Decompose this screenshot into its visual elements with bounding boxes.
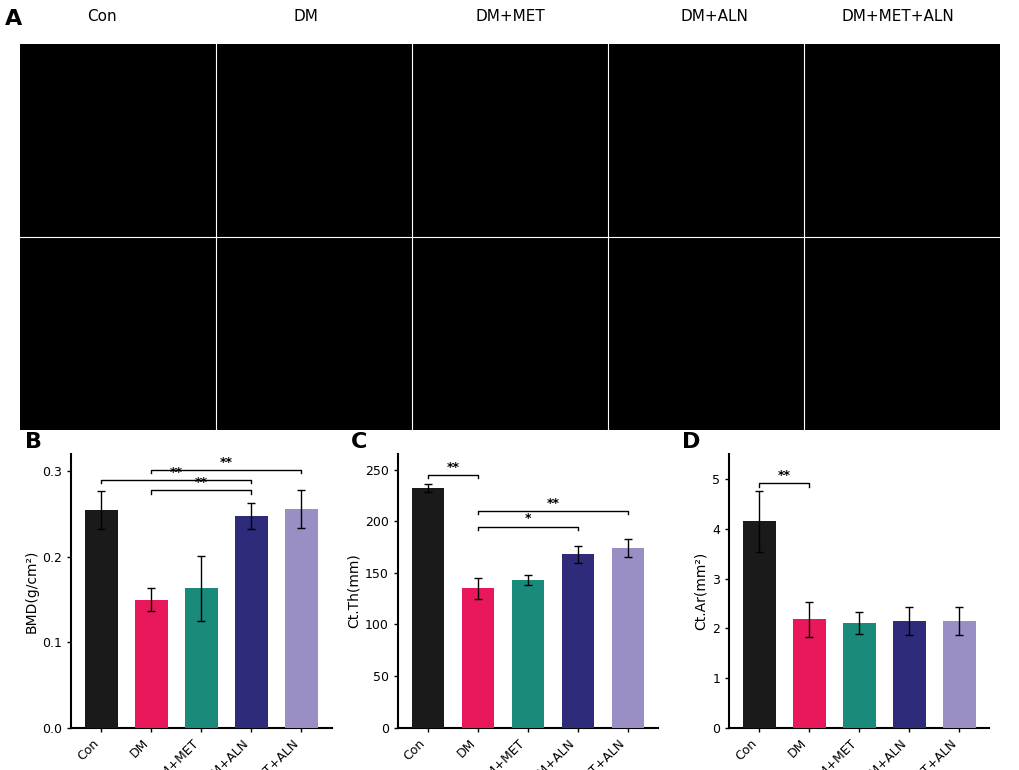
Text: **: **: [546, 497, 558, 510]
Bar: [512, 580, 543, 728]
Bar: [235, 516, 267, 728]
Text: D: D: [682, 433, 700, 453]
Bar: [561, 554, 593, 728]
Y-axis label: Ct.Ar(mm²): Ct.Ar(mm²): [693, 552, 707, 630]
Text: **: **: [195, 477, 208, 489]
Text: DM+MET+ALN: DM+MET+ALN: [841, 8, 953, 24]
Text: *: *: [524, 513, 531, 525]
Bar: [843, 623, 874, 728]
Text: **: **: [220, 456, 232, 469]
Bar: [742, 521, 774, 728]
Bar: [611, 548, 644, 728]
Bar: [85, 510, 117, 728]
Text: DM+MET: DM+MET: [475, 8, 544, 24]
Text: **: **: [170, 466, 182, 479]
Text: B: B: [24, 433, 42, 453]
Bar: [943, 621, 975, 728]
Bar: [185, 588, 217, 728]
Bar: [136, 600, 167, 728]
Bar: [793, 619, 824, 728]
Bar: [462, 588, 493, 728]
Text: A: A: [5, 8, 22, 28]
Y-axis label: Ct.Th(mm): Ct.Th(mm): [346, 554, 361, 628]
Text: **: **: [777, 469, 790, 482]
Text: DM+ALN: DM+ALN: [680, 8, 747, 24]
Y-axis label: BMD(g/cm²): BMD(g/cm²): [24, 549, 38, 633]
Text: Con: Con: [87, 8, 117, 24]
Bar: [285, 509, 318, 728]
Bar: [893, 621, 924, 728]
Text: C: C: [351, 433, 367, 453]
Text: DM: DM: [293, 8, 318, 24]
Bar: [411, 488, 443, 728]
Text: **: **: [446, 461, 459, 474]
